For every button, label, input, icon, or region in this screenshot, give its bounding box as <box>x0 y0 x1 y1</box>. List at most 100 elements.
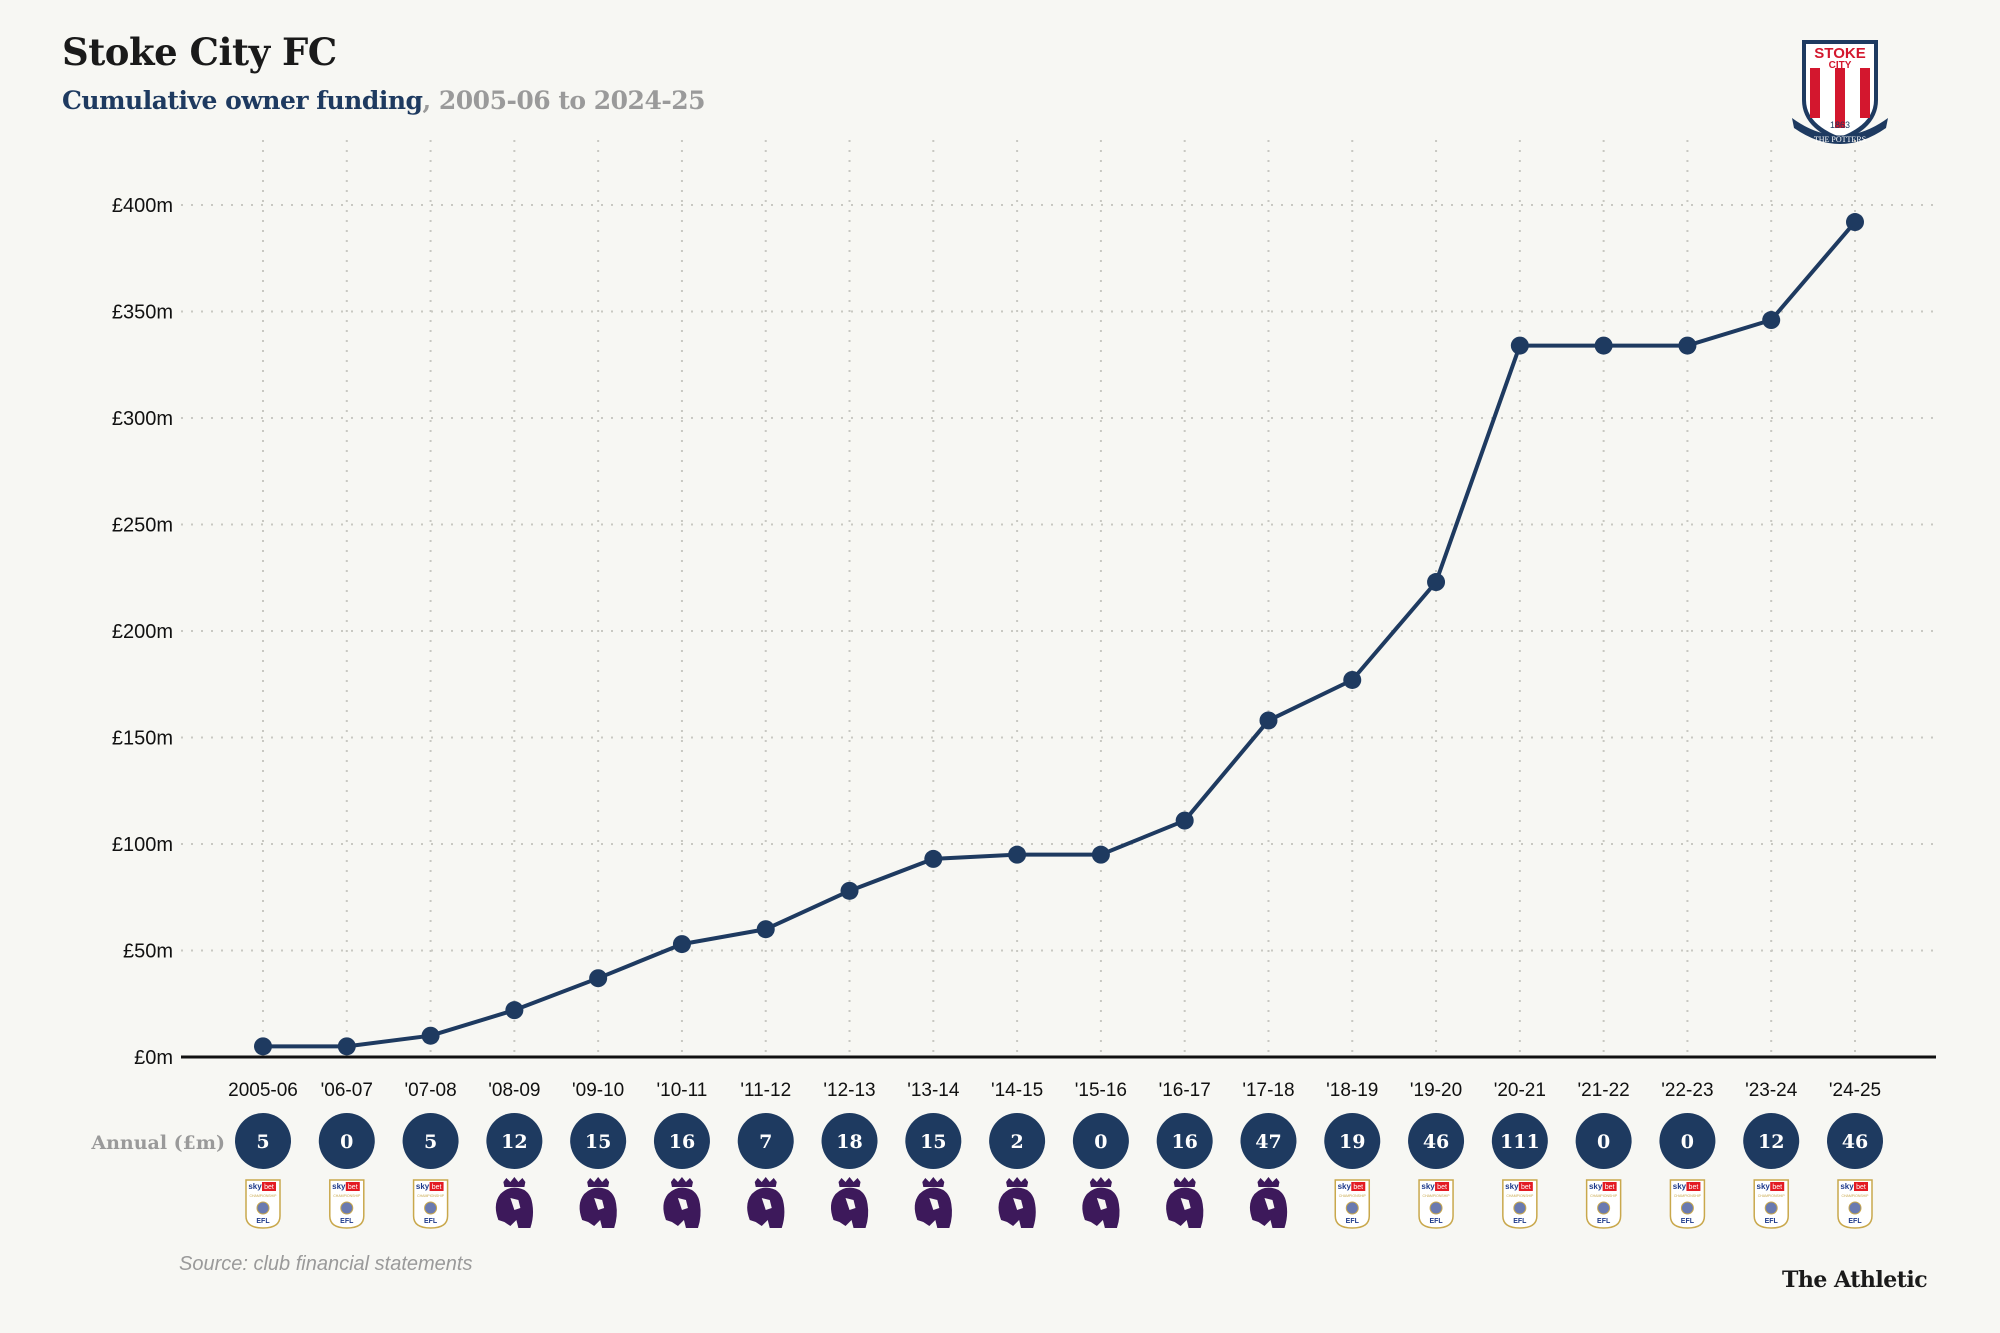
data-points <box>254 213 1864 1056</box>
premier-league-badge-icon <box>830 1177 869 1228</box>
data-point <box>1678 336 1697 355</box>
crown-icon <box>1173 1177 1196 1187</box>
crown-icon <box>922 1177 945 1187</box>
annual-value: 15 <box>920 1131 946 1153</box>
championship-badge-icon: sky bet CHAMPIONSHIP EFL <box>1334 1179 1371 1229</box>
championship-text: CHAMPIONSHIP <box>1841 1194 1869 1198</box>
x-tick-label: '09-10 <box>572 1080 624 1101</box>
y-tick-label: £250m <box>112 515 173 537</box>
efl-ball-icon <box>1597 1201 1611 1215</box>
x-tick-label: '07-08 <box>404 1080 456 1101</box>
annual-value: 16 <box>669 1131 695 1153</box>
crown-icon <box>587 1177 610 1187</box>
subtitle-range: , 2005-06 to 2024-25 <box>422 86 706 115</box>
premier-league-badge-icon <box>663 1177 701 1228</box>
data-point <box>840 881 859 900</box>
sky-text: sky <box>248 1182 262 1191</box>
annual-value-circle <box>1324 1113 1381 1169</box>
annual-value: 0 <box>340 1131 353 1153</box>
efl-text: EFL <box>340 1218 354 1225</box>
efl-text: EFL <box>1597 1218 1611 1225</box>
efl-text: EFL <box>1765 1218 1779 1225</box>
efl-text: EFL <box>256 1218 270 1225</box>
lion-face-icon <box>677 1198 688 1210</box>
x-tick-label: '22-23 <box>1661 1080 1713 1101</box>
efl-ball-icon <box>1429 1201 1443 1215</box>
x-tick-label: '11-12 <box>740 1080 791 1101</box>
efl-ball-icon <box>1345 1201 1359 1215</box>
premier-league-badge-icon <box>747 1177 785 1228</box>
x-tick-label: '13-14 <box>907 1080 960 1101</box>
data-point <box>924 849 943 868</box>
crown-icon <box>838 1177 861 1187</box>
efl-ball-icon <box>1680 1201 1694 1215</box>
sky-text: sky <box>1505 1182 1519 1191</box>
data-point <box>1510 336 1529 355</box>
annual-value: 15 <box>585 1131 611 1153</box>
bet-text: bet <box>348 1184 358 1191</box>
x-tick-label: '15-16 <box>1075 1080 1127 1101</box>
bet-box <box>345 1182 360 1191</box>
lion-face-icon <box>929 1198 940 1210</box>
data-point <box>589 969 608 988</box>
annual-value: 12 <box>501 1131 527 1153</box>
bet-box <box>429 1182 444 1191</box>
y-tick-label: £100m <box>112 834 173 856</box>
lion-face-icon <box>761 1198 772 1210</box>
bet-text: bet <box>1353 1184 1363 1191</box>
data-point <box>1846 213 1864 232</box>
championship-text: CHAMPIONSHIP <box>249 1194 277 1198</box>
annual-value: 0 <box>1681 1131 1694 1153</box>
annual-value: 0 <box>1094 1131 1107 1153</box>
bet-box <box>1686 1182 1701 1191</box>
annual-value: 46 <box>1423 1131 1449 1153</box>
y-tick-label: £350m <box>112 302 173 324</box>
lion-face-icon <box>594 1198 605 1210</box>
annual-value-circle <box>318 1113 375 1169</box>
sky-text: sky <box>416 1182 430 1191</box>
data-point <box>1343 670 1362 689</box>
efl-text: EFL <box>1513 1218 1527 1225</box>
x-tick-label: '24-25 <box>1829 1080 1881 1101</box>
crest-banner: THE POTTERS <box>1814 135 1866 144</box>
efl-text: EFL <box>1429 1218 1443 1225</box>
x-tick-label: '16-17 <box>1159 1080 1211 1101</box>
championship-text: CHAMPIONSHIP <box>1423 1194 1451 1198</box>
sky-text: sky <box>332 1182 346 1191</box>
x-tick-label: '17-18 <box>1242 1080 1294 1101</box>
crown-icon <box>503 1177 526 1187</box>
efl-ball-icon <box>340 1201 354 1215</box>
annual-value: 18 <box>836 1131 862 1153</box>
data-point <box>1762 311 1781 330</box>
annual-value-circle <box>653 1113 710 1169</box>
crown-icon <box>1257 1177 1280 1187</box>
source-note: Source: club financial statements <box>179 1253 473 1275</box>
championship-text: CHAMPIONSHIP <box>1506 1194 1534 1198</box>
chart-title: Stoke City FC <box>62 30 337 74</box>
series-line <box>263 220 1857 1049</box>
bet-text: bet <box>1772 1184 1782 1191</box>
annual-value-circle <box>486 1113 543 1169</box>
y-tick-label: £200m <box>112 621 173 643</box>
championship-badge-icon: sky bet CHAMPIONSHIP EFL <box>1753 1179 1789 1229</box>
data-point <box>254 1037 272 1056</box>
sky-text: sky <box>1840 1182 1854 1191</box>
efl-text: EFL <box>1681 1218 1695 1225</box>
championship-badge-icon: sky bet CHAMPIONSHIP EFL <box>412 1179 449 1229</box>
annual-value: 12 <box>1758 1131 1784 1153</box>
lion-face-icon <box>1264 1198 1275 1210</box>
crest-mid-text: CITY <box>1829 60 1852 71</box>
lion-face-icon <box>1013 1198 1024 1210</box>
premier-league-badge-icon <box>998 1177 1036 1228</box>
annual-value: 5 <box>256 1131 269 1153</box>
crown-icon <box>1006 1177 1029 1187</box>
stoke-city-crest-logo: STOKE CITY 1863 THE POTTERS <box>1792 40 1888 144</box>
annual-value: 47 <box>1255 1131 1281 1153</box>
sky-text: sky <box>1421 1182 1435 1191</box>
annual-value-circle <box>1659 1113 1716 1169</box>
data-point <box>1175 811 1194 830</box>
efl-ball-icon <box>256 1201 270 1215</box>
x-tick-label: '21-22 <box>1578 1080 1630 1101</box>
championship-badge-icon: sky bet CHAMPIONSHIP EFL <box>1502 1179 1538 1229</box>
